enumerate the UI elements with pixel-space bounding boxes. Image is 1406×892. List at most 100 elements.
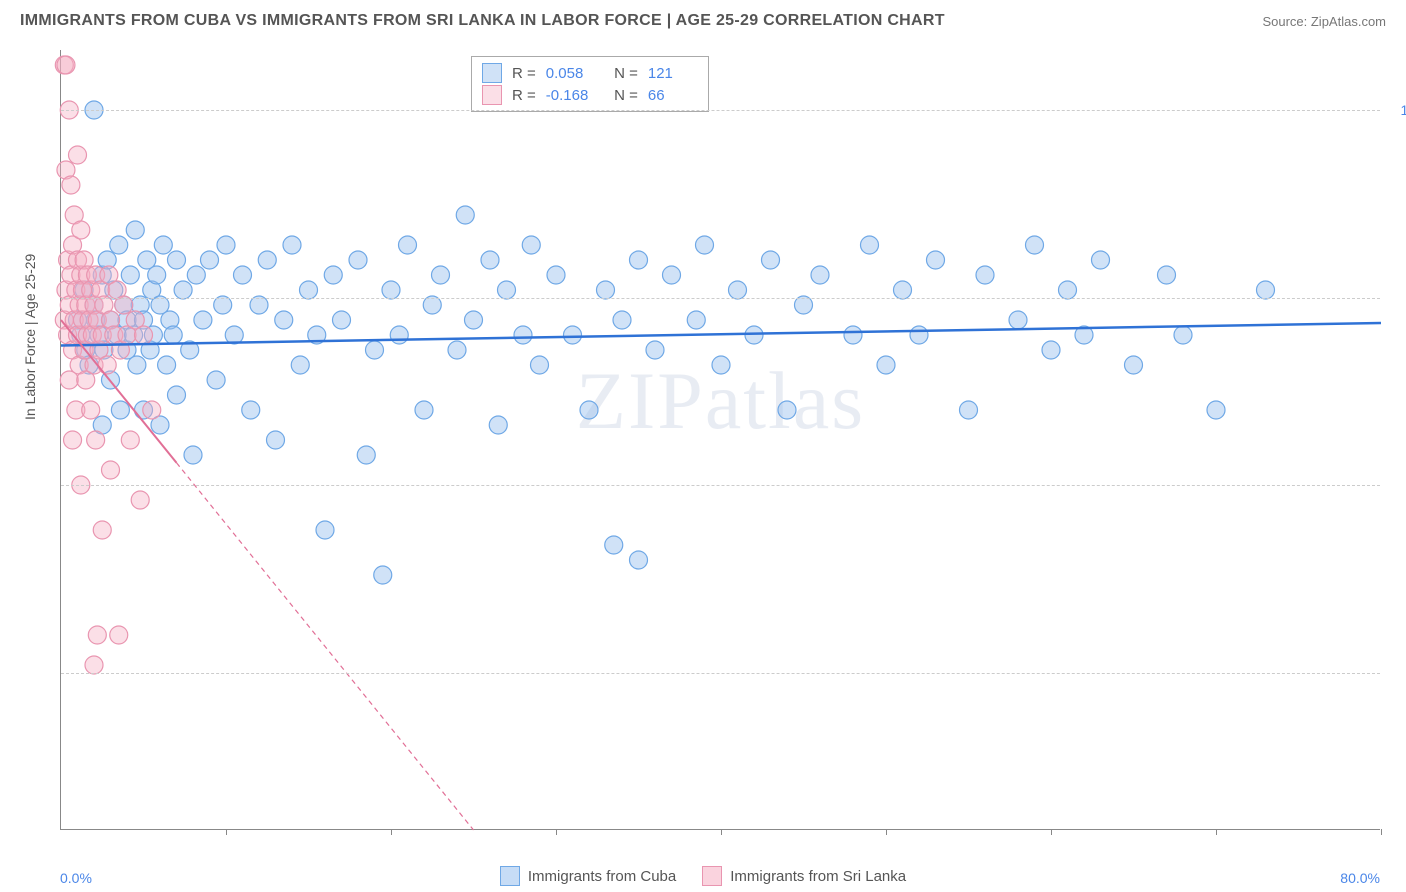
gridline — [61, 298, 1380, 299]
data-point — [432, 266, 450, 284]
title-bar: IMMIGRANTS FROM CUBA VS IMMIGRANTS FROM … — [0, 0, 1406, 38]
data-point — [93, 521, 111, 539]
stat-r-label: R = — [512, 87, 536, 104]
x-tick — [1216, 829, 1217, 835]
data-point — [207, 371, 225, 389]
source-label: Source: ZipAtlas.com — [1262, 14, 1386, 29]
data-point — [630, 251, 648, 269]
data-point — [164, 326, 182, 344]
data-point — [927, 251, 945, 269]
chart-area: ZIPatlas R = 0.058 N = 121R = -0.168 N =… — [60, 50, 1380, 830]
data-point — [366, 341, 384, 359]
legend-swatch — [482, 63, 502, 83]
series-legend-item: Immigrants from Sri Lanka — [702, 866, 906, 886]
data-point — [465, 311, 483, 329]
data-point — [514, 326, 532, 344]
data-point — [69, 146, 87, 164]
x-tick — [721, 829, 722, 835]
data-point — [605, 536, 623, 554]
trendline-extrapolated — [177, 463, 474, 830]
data-point — [135, 326, 153, 344]
stat-r-label: R = — [512, 65, 536, 82]
data-point — [201, 251, 219, 269]
correlation-legend-row: R = 0.058 N = 121 — [482, 62, 698, 84]
data-point — [415, 401, 433, 419]
data-point — [423, 296, 441, 314]
chart-title: IMMIGRANTS FROM CUBA VS IMMIGRANTS FROM … — [20, 12, 945, 30]
data-point — [115, 296, 133, 314]
data-point — [324, 266, 342, 284]
x-tick — [226, 829, 227, 835]
data-point — [214, 296, 232, 314]
data-point — [522, 236, 540, 254]
data-point — [687, 311, 705, 329]
series-legend-label: Immigrants from Sri Lanka — [730, 868, 906, 885]
data-point — [498, 281, 516, 299]
data-point — [57, 56, 75, 74]
data-point — [174, 281, 192, 299]
data-point — [894, 281, 912, 299]
data-point — [102, 461, 120, 479]
data-point — [250, 296, 268, 314]
data-point — [861, 236, 879, 254]
data-point — [1092, 251, 1110, 269]
data-point — [131, 491, 149, 509]
gridline — [61, 485, 1380, 486]
data-point — [811, 266, 829, 284]
correlation-legend-row: R = -0.168 N = 66 — [482, 84, 698, 106]
data-point — [168, 386, 186, 404]
data-point — [217, 236, 235, 254]
data-point — [64, 431, 82, 449]
data-point — [291, 356, 309, 374]
series-legend-label: Immigrants from Cuba — [528, 868, 676, 885]
data-point — [646, 341, 664, 359]
stat-n-label: N = — [606, 65, 638, 82]
data-point — [910, 326, 928, 344]
data-point — [121, 431, 139, 449]
data-point — [316, 521, 334, 539]
data-point — [663, 266, 681, 284]
correlation-legend: R = 0.058 N = 121R = -0.168 N = 66 — [471, 56, 709, 112]
data-point — [844, 326, 862, 344]
data-point — [72, 221, 90, 239]
scatter-plot — [61, 50, 1380, 829]
data-point — [258, 251, 276, 269]
gridline — [61, 110, 1380, 111]
data-point — [564, 326, 582, 344]
data-point — [1026, 236, 1044, 254]
data-point — [580, 401, 598, 419]
data-point — [110, 236, 128, 254]
data-point — [795, 296, 813, 314]
data-point — [1125, 356, 1143, 374]
data-point — [1009, 311, 1027, 329]
y-axis-label: In Labor Force | Age 25-29 — [22, 254, 38, 420]
data-point — [126, 221, 144, 239]
data-point — [148, 266, 166, 284]
stat-r-value: -0.168 — [546, 87, 596, 104]
data-point — [333, 311, 351, 329]
data-point — [547, 266, 565, 284]
data-point — [128, 356, 146, 374]
data-point — [349, 251, 367, 269]
x-tick — [391, 829, 392, 835]
data-point — [390, 326, 408, 344]
data-point — [87, 431, 105, 449]
legend-swatch — [500, 866, 520, 886]
data-point — [712, 356, 730, 374]
stat-r-value: 0.058 — [546, 65, 596, 82]
data-point — [168, 251, 186, 269]
gridline — [61, 673, 1380, 674]
y-tick-label: 100.0% — [1401, 102, 1406, 118]
legend-swatch — [482, 85, 502, 105]
x-tick — [1381, 829, 1382, 835]
data-point — [1174, 326, 1192, 344]
data-point — [234, 266, 252, 284]
data-point — [1207, 401, 1225, 419]
data-point — [143, 401, 161, 419]
data-point — [111, 401, 129, 419]
data-point — [300, 281, 318, 299]
stat-n-label: N = — [606, 87, 638, 104]
data-point — [98, 356, 116, 374]
data-point — [1158, 266, 1176, 284]
stat-n-value: 121 — [648, 65, 698, 82]
